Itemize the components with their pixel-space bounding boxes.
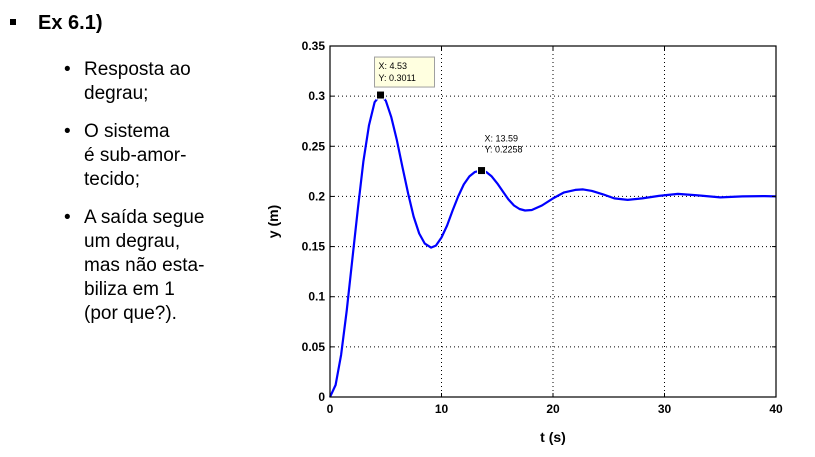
datatip-y-text: Y: 0.2258 xyxy=(485,145,523,155)
bullet-line: A saída segue xyxy=(84,207,205,228)
y-tick-label: 0.25 xyxy=(302,139,326,153)
bullet-line: mas não esta- xyxy=(84,255,205,276)
datatip-box xyxy=(374,56,436,88)
y-tick-label: 0.1 xyxy=(308,290,325,304)
bullet-line: O sistema xyxy=(84,121,170,142)
y-tick-label: 0.35 xyxy=(302,39,326,53)
bullet-item: Resposta ao degrau; xyxy=(62,58,262,106)
bullet-list: Resposta ao degrau; O sistema é sub-amor-te… xyxy=(62,58,262,340)
bullet-item: A saída segue um degrau, mas não esta-bili… xyxy=(62,206,262,326)
datatip-marker xyxy=(477,166,487,176)
heading-text: Ex 6.1) xyxy=(38,12,103,34)
y-axis-label: y (m) xyxy=(265,205,281,238)
x-tick-label: 0 xyxy=(327,402,334,416)
x-axis-label: t (s) xyxy=(540,429,566,445)
x-tick-label: 30 xyxy=(658,402,672,416)
x-tick-label: 10 xyxy=(435,402,449,416)
bullet-line: um degrau, xyxy=(84,231,181,252)
bullet-line: tecido; xyxy=(84,169,140,190)
datatip-marker xyxy=(376,90,386,100)
datatip-x-text: X: 4.53 xyxy=(379,61,408,71)
datatip-x-text: X: 13.59 xyxy=(485,134,519,144)
x-tick-label: 20 xyxy=(546,402,560,416)
y-tick-label: 0 xyxy=(318,390,325,404)
square-bullet-icon xyxy=(10,18,16,25)
bullet-line: biliza em 1 xyxy=(84,279,175,300)
y-tick-label: 0.15 xyxy=(302,240,326,254)
y-tick-label: 0.05 xyxy=(302,340,326,354)
bullet-line: Resposta ao xyxy=(84,59,191,80)
bullet-item: O sistema é sub-amor-tecido; xyxy=(62,120,262,192)
x-tick-label: 40 xyxy=(769,402,783,416)
datatip-y-text: Y: 0.3011 xyxy=(379,73,416,83)
bullet-line: degrau; xyxy=(84,83,149,104)
y-tick-label: 0.3 xyxy=(308,89,325,103)
bullet-line: (por que?). xyxy=(84,303,177,324)
y-tick-label: 0.2 xyxy=(308,189,325,203)
bullet-line: é sub-amor- xyxy=(84,145,187,166)
slide-heading: Ex 6.1) xyxy=(10,12,102,35)
